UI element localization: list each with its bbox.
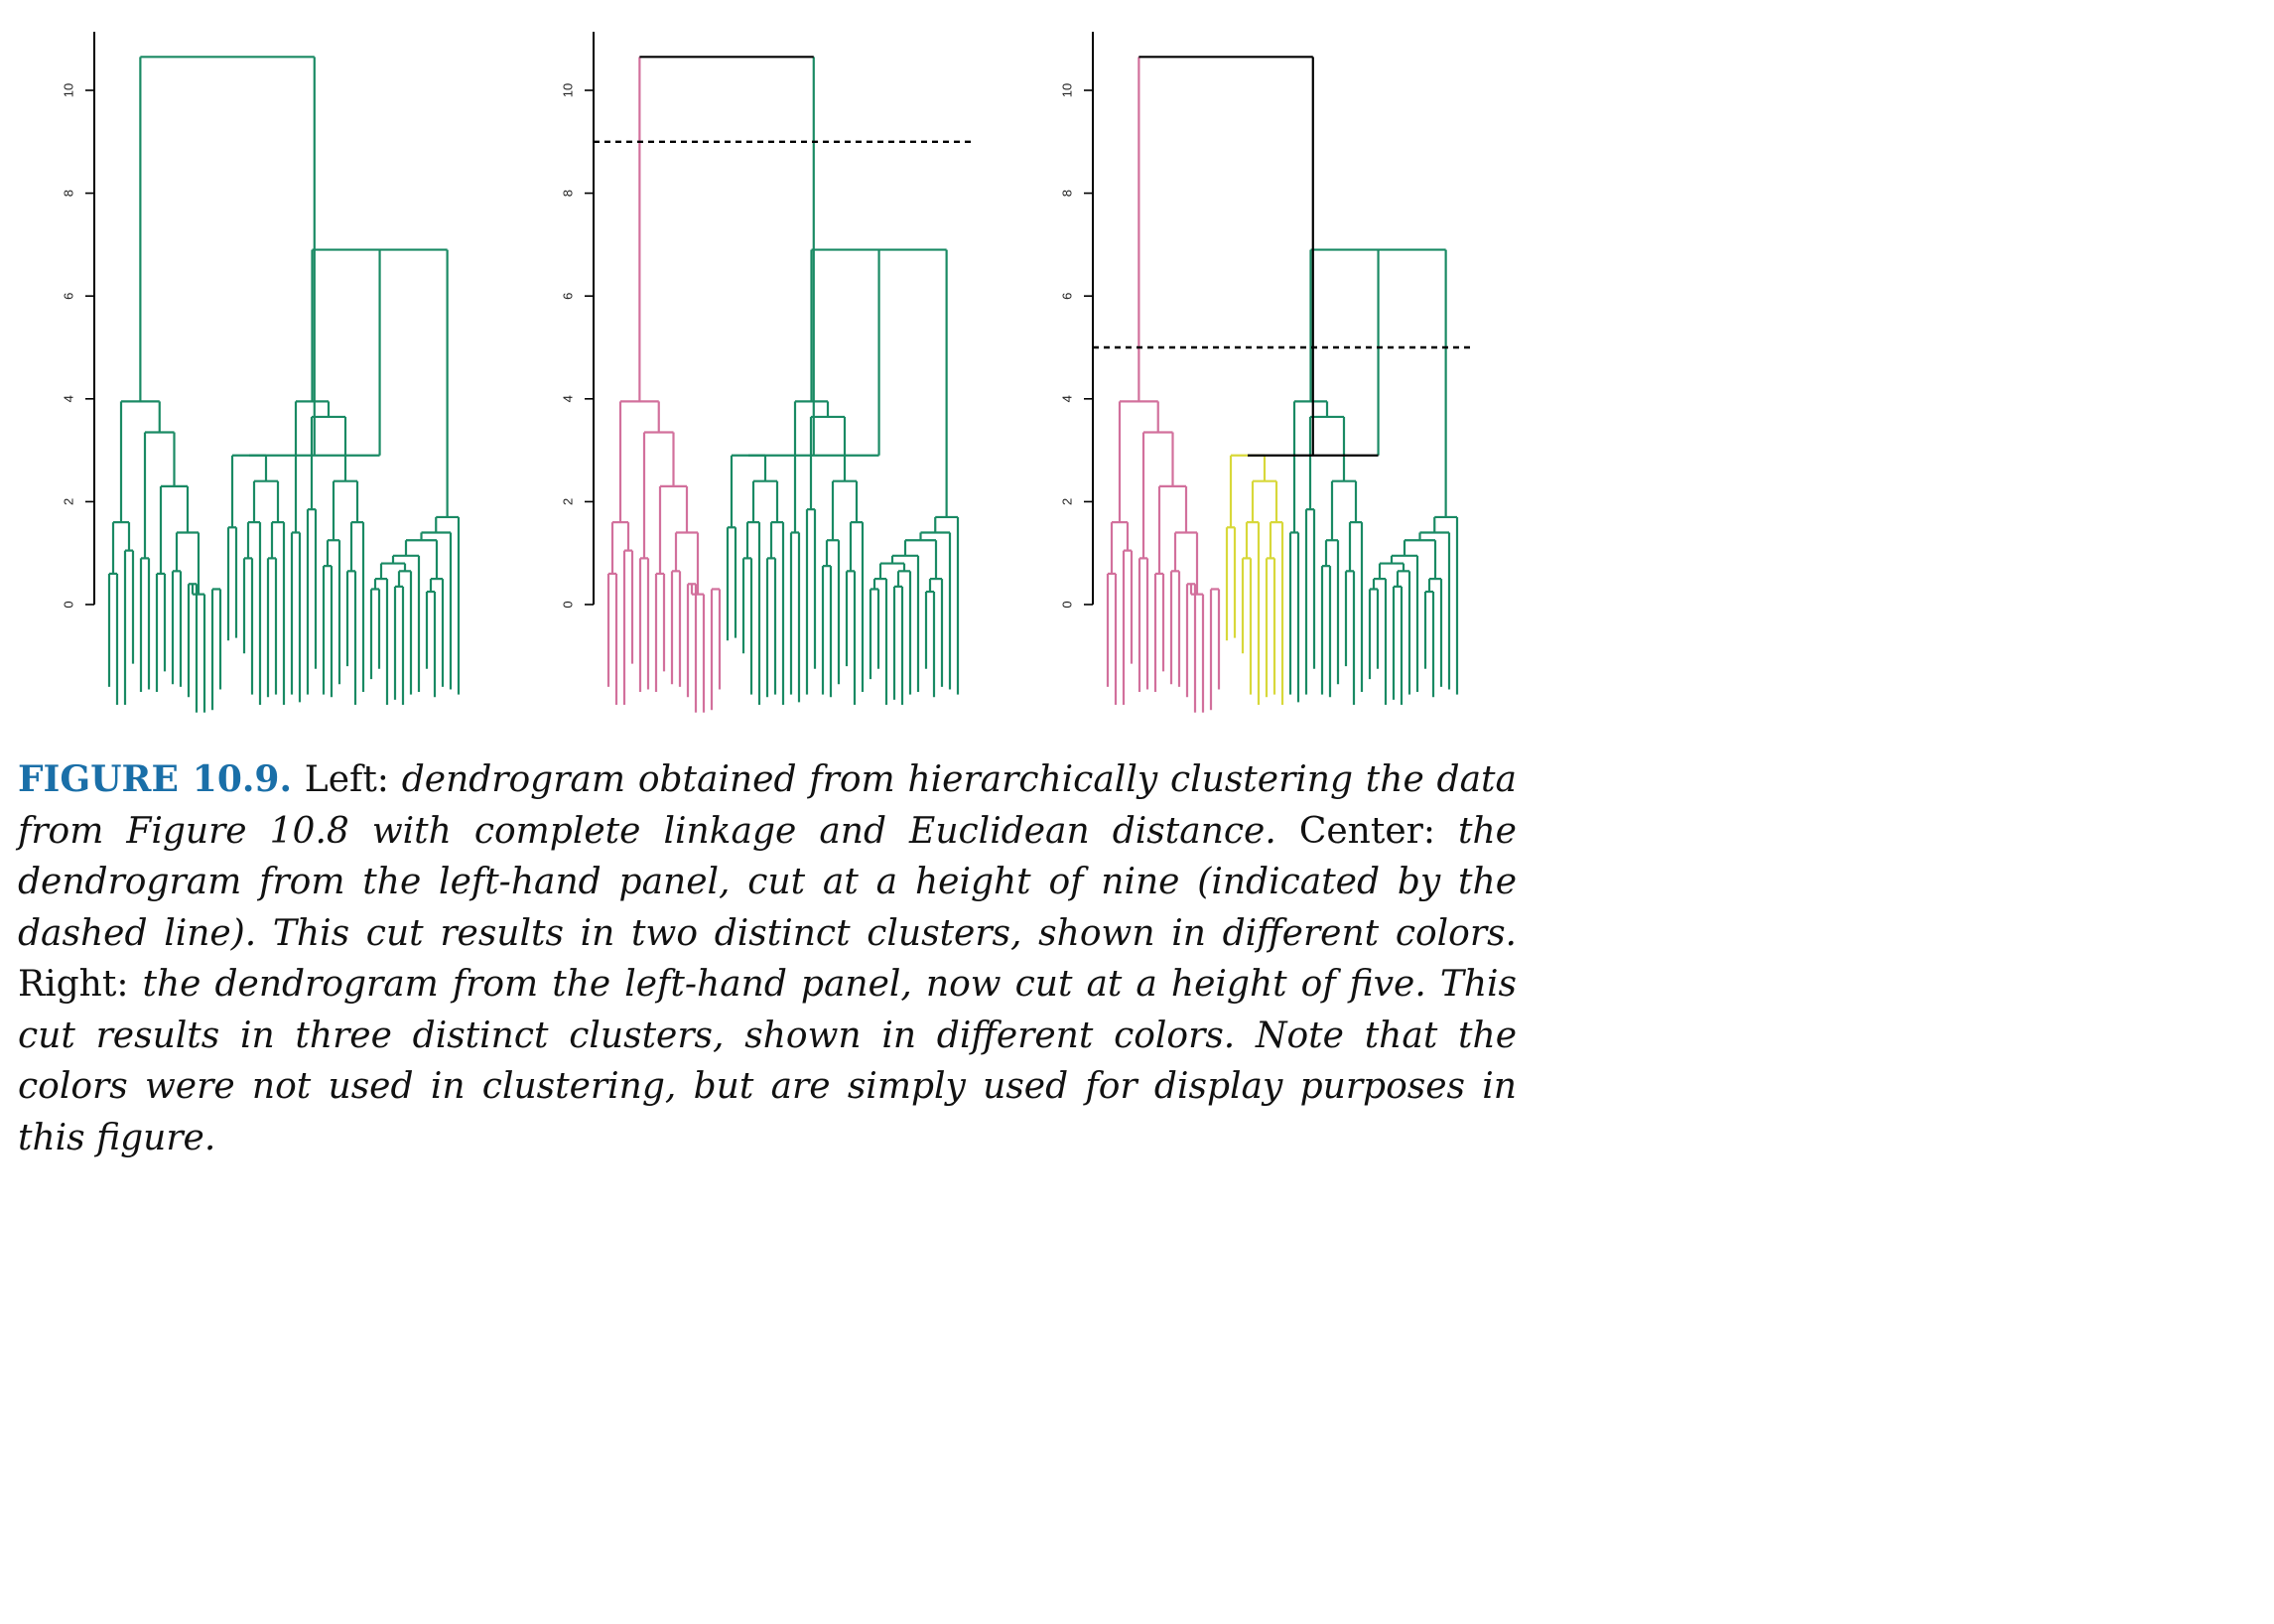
- y-tick-label: 2: [1059, 498, 1074, 505]
- caption-center-text: the dendrogram from the left-hand panel,…: [18, 810, 1517, 954]
- figure-caption: FIGURE 10.9. Left: dendrogram obtained f…: [18, 754, 1517, 1163]
- y-tick-label: 8: [560, 190, 575, 197]
- y-tick-label: 4: [61, 395, 75, 402]
- y-tick-label: 0: [560, 601, 575, 608]
- figure-label: FIGURE 10.9.: [18, 758, 292, 800]
- caption-left-label: Left:: [304, 759, 389, 800]
- y-tick-label: 10: [1059, 83, 1074, 97]
- y-tick-label: 6: [1059, 293, 1074, 300]
- y-tick-label: 4: [560, 395, 575, 402]
- y-tick-label: 0: [61, 601, 75, 608]
- y-tick-label: 0: [1059, 601, 1074, 608]
- y-tick-label: 6: [560, 293, 575, 300]
- caption-center-label: Center:: [1298, 810, 1435, 852]
- y-tick-label: 2: [61, 498, 75, 505]
- y-tick-label: 2: [560, 498, 575, 505]
- y-tick-label: 6: [61, 293, 75, 300]
- y-tick-label: 4: [1059, 395, 1074, 402]
- y-tick-label: 10: [61, 83, 75, 97]
- y-tick-label: 8: [1059, 190, 1074, 197]
- y-tick-label: 8: [61, 190, 75, 197]
- caption-left-text: dendrogram obtained from hierarchically …: [18, 759, 1517, 852]
- dendrogram-panel-left: 0 2 4 6 8 10: [61, 32, 461, 713]
- y-tick-label: 10: [560, 83, 575, 97]
- dendrogram-figure: 0 2 4 6 8 10 0 2 4 6 8 10 0 2 4 6 8 10: [61, 32, 1470, 713]
- caption-right-text: the dendrogram from the left-hand panel,…: [18, 964, 1517, 1158]
- dendrogram-panel-right: 0 2 4 6 8 10: [1059, 32, 1470, 713]
- dendrogram-panel-center: 0 2 4 6 8 10: [560, 32, 971, 713]
- caption-right-label: Right:: [18, 964, 129, 1005]
